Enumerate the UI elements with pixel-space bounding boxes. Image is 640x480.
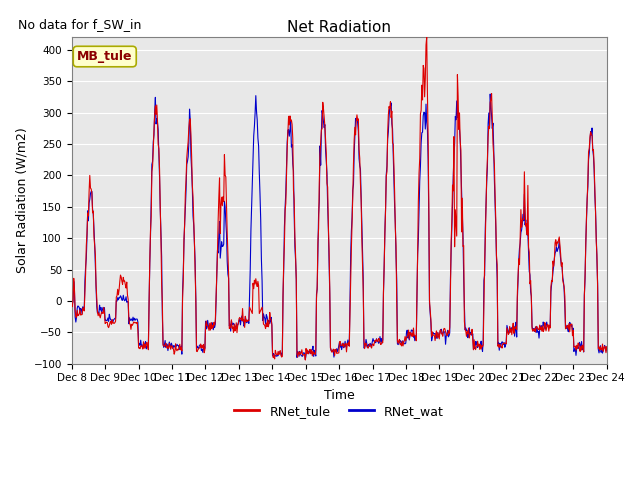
Text: No data for f_SW_in: No data for f_SW_in: [18, 18, 141, 31]
X-axis label: Time: Time: [324, 389, 355, 402]
Title: Net Radiation: Net Radiation: [287, 20, 391, 35]
Legend: RNet_tule, RNet_wat: RNet_tule, RNet_wat: [229, 400, 449, 423]
Y-axis label: Solar Radiation (W/m2): Solar Radiation (W/m2): [15, 128, 28, 273]
Text: MB_tule: MB_tule: [77, 50, 132, 63]
